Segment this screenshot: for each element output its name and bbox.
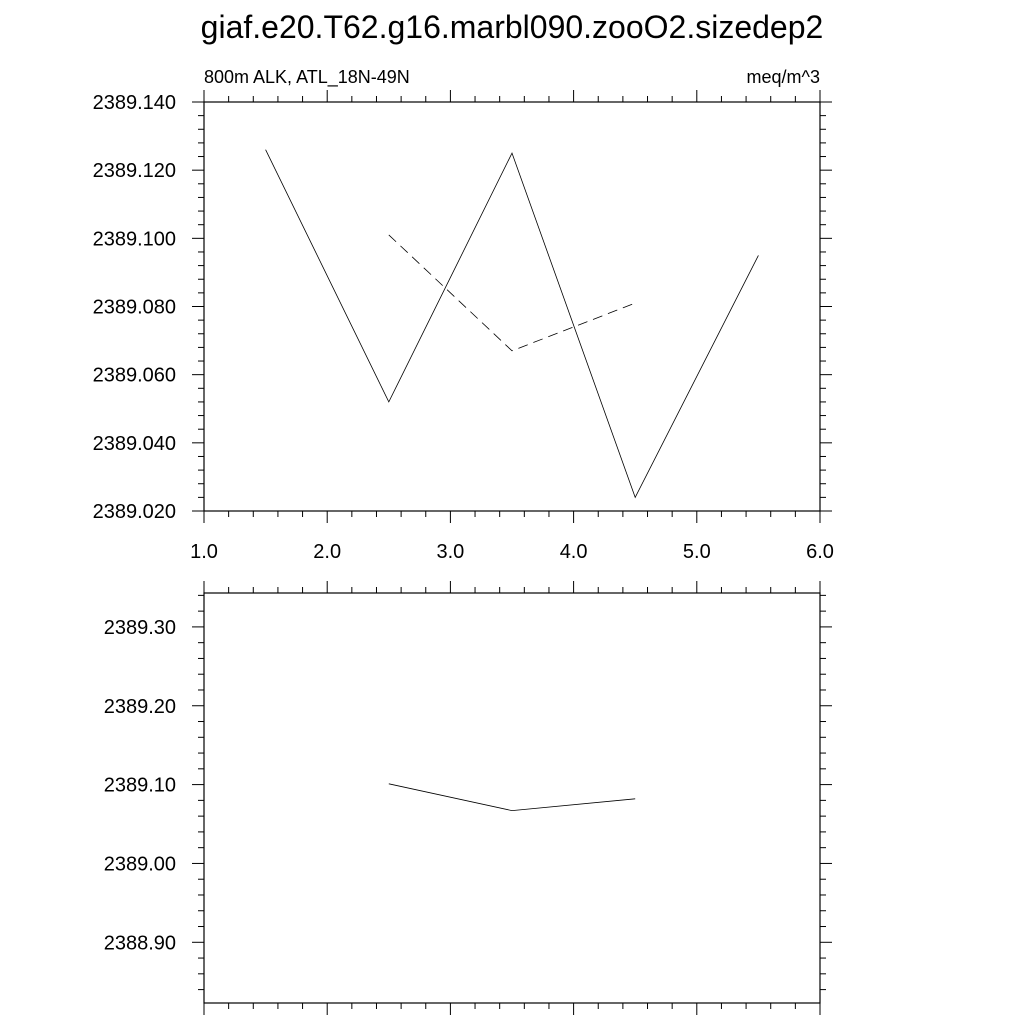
y-tick-label: 2388.90 (104, 932, 176, 954)
x-tick-label: 4.0 (560, 541, 588, 563)
y-tick-label: 2389.140 (93, 92, 176, 114)
plot-frame (203, 592, 821, 1004)
x-tick-label: 5.0 (683, 541, 711, 563)
x-tick-label: 6.0 (806, 541, 834, 563)
y-tick-label: 2389.20 (104, 696, 176, 718)
x-tick-label: 3.0 (436, 541, 464, 563)
series-line-1 (388, 234, 636, 352)
y-tick-label: 2389.060 (93, 365, 176, 387)
x-tick-label: 2.0 (313, 541, 341, 563)
figure-title: giaf.e20.T62.g16.marbl090.zooO2.sizedep2 (201, 9, 824, 45)
y-tick-label: 2389.040 (93, 433, 176, 455)
top-panel-subtitle-left: 800m ALK, ATL_18N-49N (204, 67, 410, 88)
bottom-panel: 2388.90 2389.00 2389.10 2389.20 2389.30 (104, 581, 832, 1015)
y-tick-label: 2389.020 (93, 501, 176, 523)
y-tick-label: 2389.100 (93, 228, 176, 250)
y-tick-label: 2389.120 (93, 160, 176, 182)
series-line-0 (265, 149, 759, 499)
top-panel: 800m ALK, ATL_18N-49N meq/m^3 2389.020 23… (93, 67, 834, 563)
y-tick-label: 2389.00 (104, 853, 176, 875)
plot-frame (203, 101, 821, 512)
y-tick-label: 2389.10 (104, 775, 176, 797)
y-tick-label: 2389.080 (93, 297, 176, 319)
top-panel-subtitle-right: meq/m^3 (747, 67, 820, 87)
series-line-0 (388, 783, 636, 812)
x-tick-label: 1.0 (190, 541, 218, 563)
y-tick-label: 2389.30 (104, 617, 176, 639)
